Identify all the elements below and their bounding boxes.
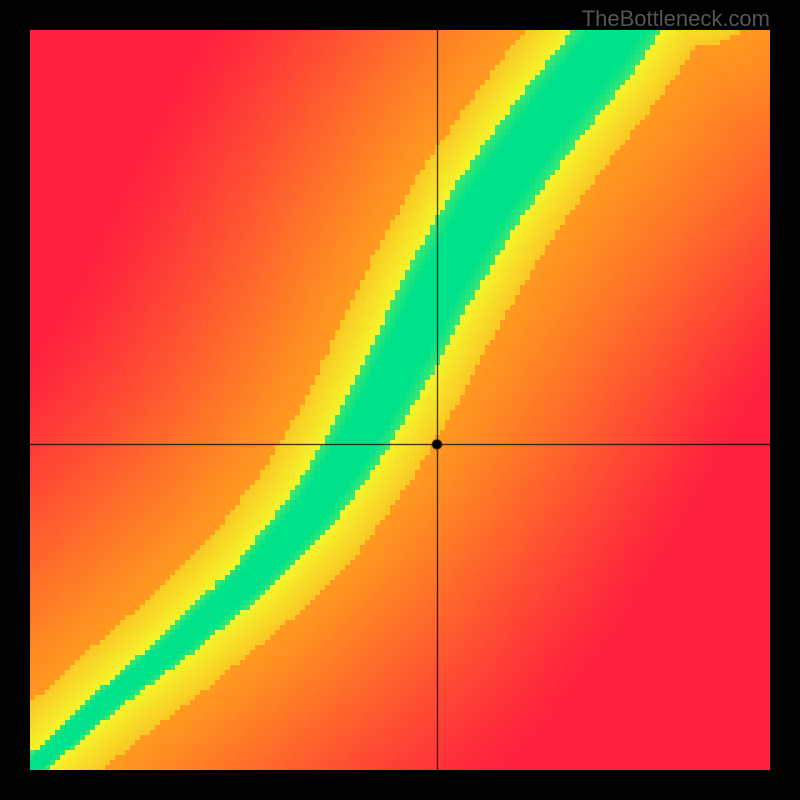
watermark-text: TheBottleneck.com <box>582 6 770 32</box>
chart-container: TheBottleneck.com <box>0 0 800 800</box>
crosshair-overlay <box>30 30 770 770</box>
